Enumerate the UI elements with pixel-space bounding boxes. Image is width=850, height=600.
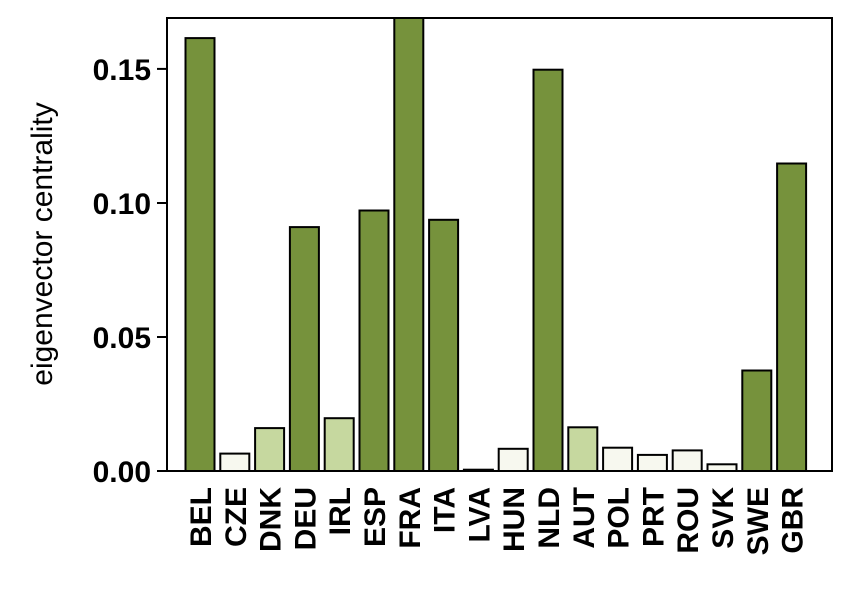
x-tick-label-rou: ROU	[672, 487, 705, 554]
bar-prt	[636, 453, 668, 472]
x-tick-label-hun: HUN	[498, 487, 531, 552]
bar-ita	[428, 218, 460, 472]
bar-cze	[219, 452, 251, 473]
x-axis: BEL CZE DNK DEU IRL ESP FRA ITA LVA HUN NLD AUT POL P…	[185, 487, 810, 556]
plot-frame	[166, 17, 833, 472]
bar-irl	[323, 417, 355, 473]
x-tick-label-pol: POL	[603, 487, 636, 549]
x-tick-label-svk: SVK	[707, 487, 740, 549]
bar-pol	[602, 446, 634, 473]
x-tick-label-aut: AUT	[568, 487, 601, 549]
x-tick-label-cze: CZE	[220, 487, 253, 547]
y-tick-label: 0.10	[93, 188, 151, 221]
bar-series	[184, 17, 808, 473]
y-axis-title: eigenvector centrality	[26, 102, 59, 385]
x-tick-label-lva: LVA	[463, 487, 496, 543]
x-tick-label-swe: SWE	[742, 487, 775, 555]
x-tick-label-deu: DEU	[289, 487, 322, 550]
x-tick-label-esp: ESP	[359, 487, 392, 547]
bar-esp	[358, 209, 390, 472]
y-axis: 0.00 0.05 0.10 0.15	[93, 54, 167, 489]
bar-dnk	[254, 427, 286, 473]
x-tick-label-fra: FRA	[394, 487, 427, 549]
bar-fra	[393, 17, 425, 472]
x-tick-label-gbr: GBR	[777, 487, 810, 554]
bar-rou	[671, 449, 703, 472]
y-tick-label: 0.05	[93, 322, 151, 355]
x-tick-label-bel: BEL	[185, 487, 218, 547]
bar-nld	[532, 68, 564, 472]
bar-deu	[288, 226, 320, 472]
y-tick-label: 0.15	[93, 54, 151, 87]
x-tick-label-irl: IRL	[324, 487, 357, 535]
x-tick-label-ita: ITA	[429, 487, 462, 533]
bar-hun	[497, 447, 529, 472]
bar-bel	[184, 37, 216, 472]
bar-swe	[741, 369, 773, 472]
bar-aut	[567, 426, 599, 472]
y-tick-label: 0.00	[93, 456, 151, 489]
x-tick-label-nld: NLD	[533, 487, 566, 549]
bar-gbr	[776, 162, 808, 472]
x-tick-label-dnk: DNK	[255, 487, 288, 552]
x-tick-label-prt: PRT	[637, 487, 670, 547]
bar-svk	[706, 463, 738, 472]
